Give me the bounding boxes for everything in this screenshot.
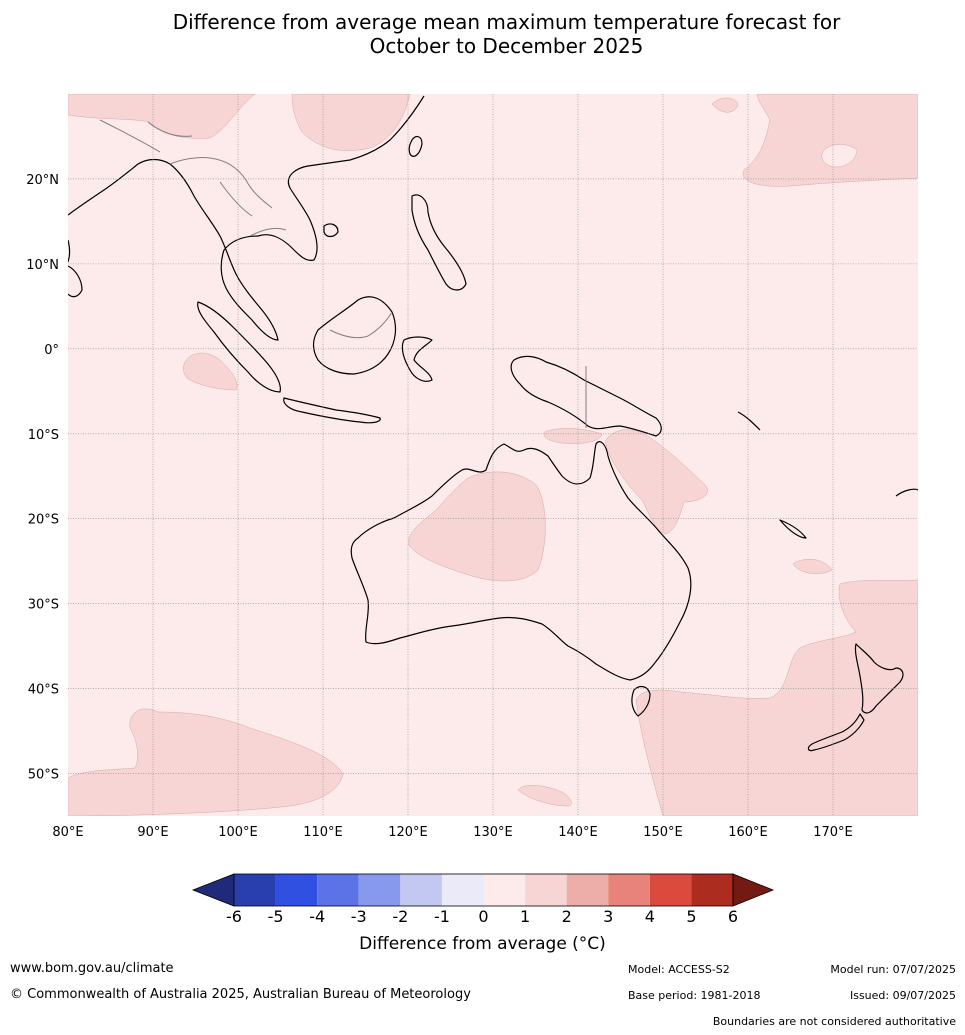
colorbar-tick-label: 5 bbox=[686, 907, 696, 926]
warm-region-china-coast bbox=[291, 94, 411, 151]
forecast-map: 80°E 90°E 100°E 110°E 120°E 130°E 140°E 150°E 16… bbox=[26, 94, 918, 840]
coast-taiwan bbox=[408, 135, 423, 157]
latitude-tick-labels: 20°N 10°N 0° 10°S 20°S 30°S 40°S 50°S bbox=[26, 173, 59, 783]
coast-sumatra bbox=[197, 301, 281, 393]
coast-java bbox=[283, 397, 381, 424]
longitude-tick-label: 80°E bbox=[52, 825, 83, 840]
colorbar-outline bbox=[233, 873, 734, 907]
colorbar-segment bbox=[691, 874, 733, 906]
coast-mainland-se-asia bbox=[68, 95, 425, 341]
colorbar-label: Difference from average (°C) bbox=[359, 934, 606, 954]
colorbar-tick-label: -3 bbox=[351, 907, 367, 926]
colorbar-tick-label: 0 bbox=[478, 907, 488, 926]
colorbar-segment bbox=[608, 874, 650, 906]
colorbar-segments bbox=[191, 873, 775, 907]
longitude-tick-label: 130°E bbox=[473, 825, 513, 840]
title-line-1: Difference from average mean maximum tem… bbox=[172, 10, 841, 34]
colorbar-tick-label: 3 bbox=[603, 907, 613, 926]
colorbar-tick-labels: -6 -5 -4 -3 -2 -1 0 1 2 3 4 5 6 bbox=[226, 907, 738, 926]
colorbar-segment bbox=[566, 874, 609, 906]
warm-region-arafura-sea bbox=[544, 428, 603, 444]
latitude-tick-label: 20°S bbox=[28, 513, 59, 528]
copyright-text: © Commonwealth of Australia 2025, Austra… bbox=[10, 987, 471, 1002]
coast-india-east bbox=[68, 239, 71, 263]
base-period-text: Base period: 1981-2018 bbox=[628, 989, 761, 1002]
issued-text: Issued: 09/07/2025 bbox=[849, 989, 956, 1002]
latitude-tick-label: 10°S bbox=[28, 428, 59, 443]
colorbar-segment bbox=[649, 874, 692, 906]
colorbar-tick-label: 4 bbox=[645, 907, 655, 926]
colorbar-tick-label: -2 bbox=[392, 907, 408, 926]
latitude-tick-label: 50°S bbox=[28, 768, 59, 783]
title-line-2: October to December 2025 bbox=[369, 34, 644, 58]
coast-philippines bbox=[411, 194, 467, 291]
coast-tasmania bbox=[631, 685, 651, 717]
warm-region-southern-ocean-mid bbox=[517, 785, 572, 807]
longitude-tick-label: 120°E bbox=[388, 825, 428, 840]
warm-region-southern-ocean-west bbox=[68, 708, 344, 816]
colorbar-extend-low bbox=[191, 873, 235, 907]
cool-hole-north-pacific bbox=[821, 144, 858, 168]
coast-new-zealand-south bbox=[807, 713, 865, 752]
latitude-tick-label: 0° bbox=[44, 343, 59, 358]
border-mainland bbox=[99, 119, 287, 237]
colorbar-segment bbox=[234, 874, 276, 906]
colorbar-segment bbox=[525, 874, 567, 906]
warm-region-southern-ocean-east bbox=[635, 579, 918, 816]
latitude-tick-label: 10°N bbox=[26, 258, 59, 273]
colorbar-segment bbox=[358, 874, 401, 906]
colorbar-segment bbox=[483, 874, 526, 906]
latitude-tick-label: 20°N bbox=[26, 173, 59, 188]
coast-sri-lanka bbox=[68, 265, 83, 298]
coast-new-caledonia bbox=[779, 519, 807, 539]
warm-region-north-pacific bbox=[742, 94, 918, 187]
colorbar-tick-label: -6 bbox=[226, 907, 242, 926]
disclaimer-text: Boundaries are not considered authoritat… bbox=[712, 1015, 956, 1028]
colorbar-tick-label: -5 bbox=[268, 907, 284, 926]
colorbar-tick-label: 1 bbox=[520, 907, 530, 926]
coast-borneo bbox=[312, 296, 397, 375]
latitude-tick-label: 30°S bbox=[28, 598, 59, 613]
colorbar-segment bbox=[317, 874, 359, 906]
colorbar-tick-label: -1 bbox=[434, 907, 450, 926]
longitude-tick-label: 170°E bbox=[813, 825, 853, 840]
longitude-tick-label: 150°E bbox=[643, 825, 683, 840]
colorbar-segment bbox=[275, 874, 318, 906]
warm-region-tasman-sea bbox=[792, 558, 833, 574]
colorbar-tick-label: -4 bbox=[309, 907, 325, 926]
coast-new-guinea bbox=[510, 355, 662, 437]
warm-region-northeast-australia bbox=[605, 429, 708, 535]
colorbar-tick-label: 2 bbox=[562, 907, 572, 926]
coast-sulawesi bbox=[401, 336, 433, 382]
colorbar-segment bbox=[441, 874, 484, 906]
longitude-tick-label: 140°E bbox=[558, 825, 598, 840]
longitude-tick-labels: 80°E 90°E 100°E 110°E 120°E 130°E 140°E 150°E 16… bbox=[52, 825, 852, 840]
coast-new-zealand-north bbox=[854, 643, 904, 714]
map-title: Difference from average mean maximum tem… bbox=[0, 10, 965, 58]
gridlines bbox=[68, 94, 918, 816]
colorbar-segment bbox=[400, 874, 442, 906]
warm-anomaly-regions bbox=[68, 94, 918, 816]
border-borneo bbox=[329, 311, 393, 339]
coast-vanuatu-fiji bbox=[737, 411, 918, 497]
longitude-tick-label: 160°E bbox=[728, 825, 768, 840]
colorbar-extend-high bbox=[732, 873, 775, 907]
warm-region-indian-ocean-equator bbox=[183, 352, 238, 391]
longitude-tick-label: 110°E bbox=[303, 825, 343, 840]
country-borders bbox=[99, 119, 587, 428]
model-run-text: Model run: 07/07/2025 bbox=[830, 963, 956, 976]
latitude-tick-label: 40°S bbox=[28, 683, 59, 698]
website-link[interactable]: www.bom.gov.au/climate bbox=[10, 961, 174, 976]
longitude-tick-label: 100°E bbox=[218, 825, 258, 840]
longitude-tick-label: 90°E bbox=[137, 825, 168, 840]
warm-region-small-north-pacific bbox=[711, 97, 739, 113]
warm-region-northwest-australia bbox=[408, 471, 546, 582]
colorbar-tick-label: 6 bbox=[728, 907, 738, 926]
coast-hainan bbox=[323, 223, 339, 238]
model-text: Model: ACCESS-S2 bbox=[628, 963, 730, 976]
